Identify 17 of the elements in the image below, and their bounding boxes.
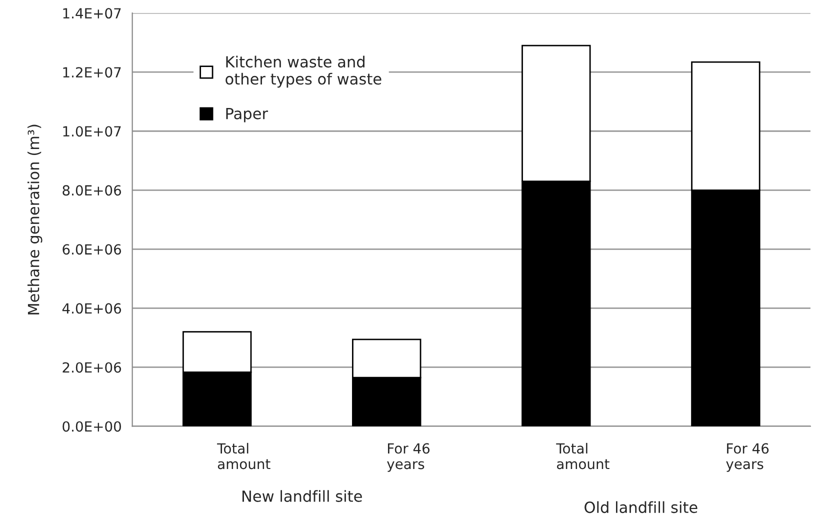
y-tick-label: 6.0E+06 [62, 244, 122, 255]
legend-label: Kitchen waste and other types of waste [226, 56, 382, 88]
legend-label: Paper [226, 108, 268, 122]
y-axis-title: Methane generation (m³) [27, 124, 42, 314]
y-tick-label: 2.0E+06 [62, 362, 122, 373]
y-tick-label: 1.4E+07 [63, 8, 121, 19]
y-tick-label: 0.0E+00 [62, 421, 121, 432]
x-tick-label: For 46 years [387, 443, 430, 472]
y-tick-label: 4.0E+06 [62, 303, 122, 314]
y-tick-label: 1.2E+07 [63, 67, 121, 78]
text: New landfill site [242, 490, 362, 502]
y-tick-label: 8.0E+06 [62, 185, 122, 196]
text: Old landfill site [584, 501, 698, 514]
x-tick-label: Total amount [556, 442, 610, 470]
x-tick-label: Total amount [217, 442, 270, 470]
x-tick-label: For 46 years [726, 443, 769, 472]
y-tick-label: 1.0E+07 [63, 126, 121, 137]
